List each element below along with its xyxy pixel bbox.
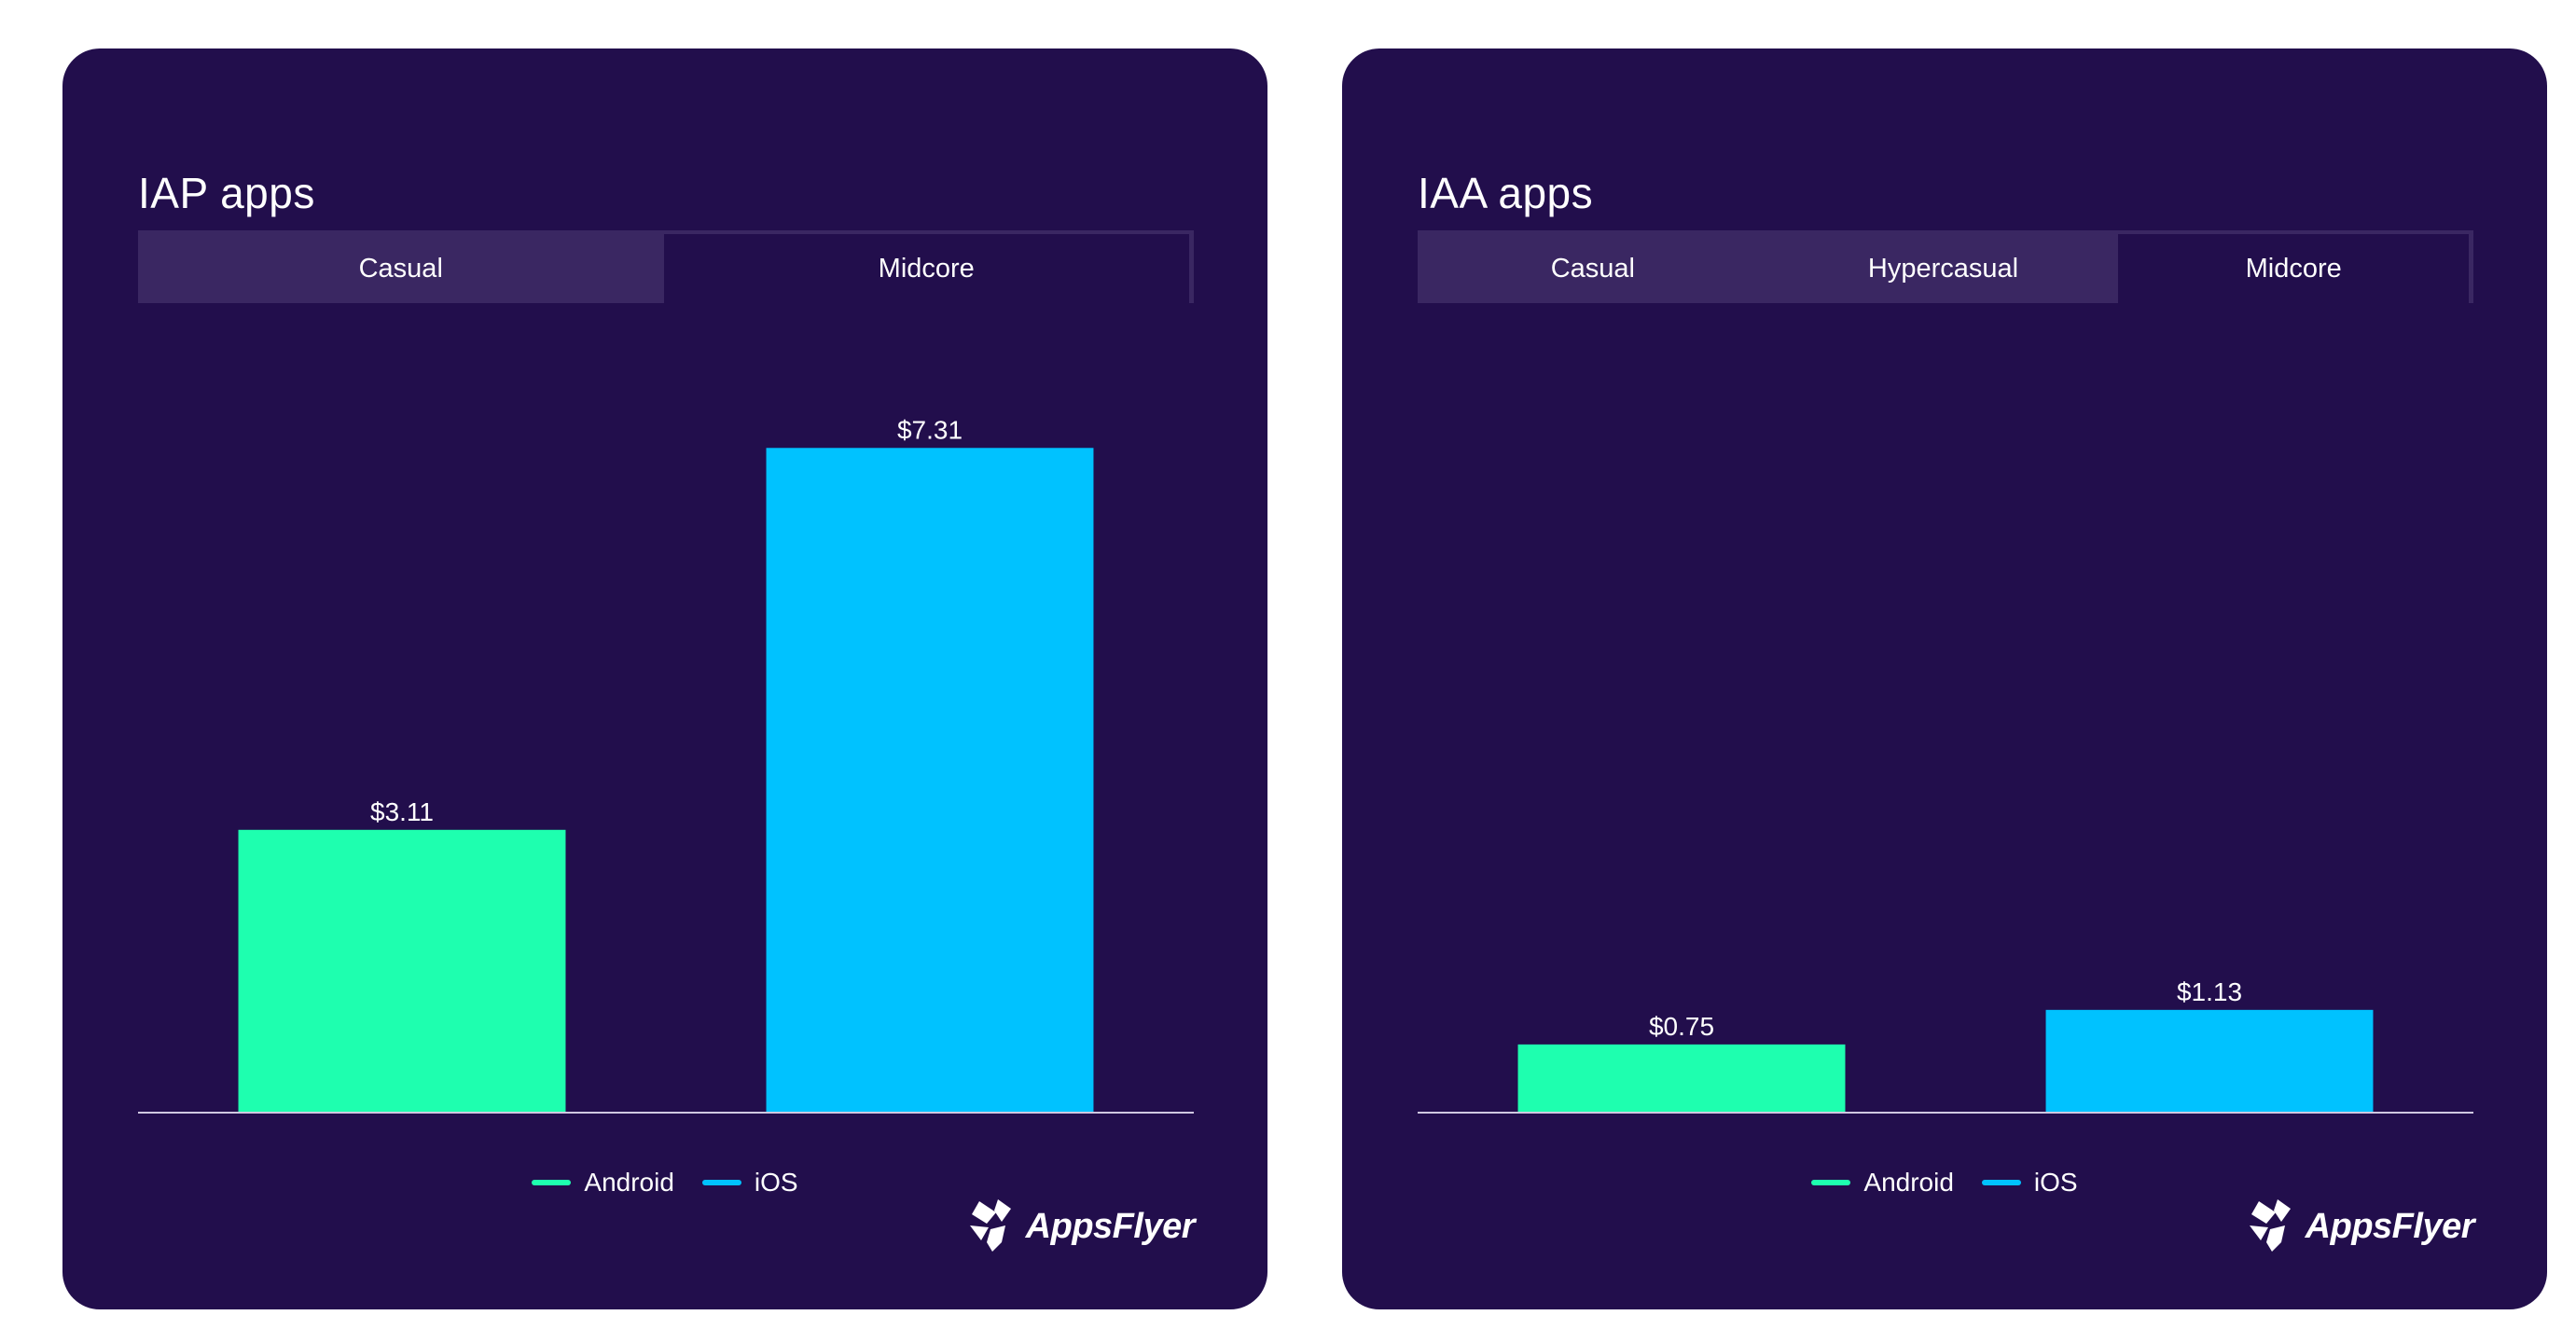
legend-label: Android	[584, 1168, 674, 1197]
bar-ios[interactable]	[2045, 1009, 2374, 1113]
appsflyer-logo: AppsFlyer	[968, 1198, 1196, 1255]
legend-swatch-ios	[701, 1180, 741, 1185]
logo-text: AppsFlyer	[2305, 1206, 2475, 1246]
tab-midcore[interactable]: Midcore	[2118, 234, 2470, 303]
legend-item-android[interactable]: Android	[532, 1168, 674, 1198]
legend-label: Android	[1863, 1168, 1954, 1197]
data-label-ios: $7.31	[897, 415, 963, 444]
segment-tabs: Casual Midcore	[138, 230, 1194, 303]
bar-android[interactable]	[238, 829, 566, 1113]
iap-card: IAP apps Casual Midcore $3.11 $7.31 Andro…	[62, 48, 1267, 1309]
segment-tabs: Casual Hypercasual Midcore	[1418, 230, 2473, 303]
appsflyer-logo-icon	[969, 1199, 1011, 1252]
appsflyer-logo: AppsFlyer	[2248, 1198, 2475, 1255]
legend-label: iOS	[2033, 1168, 2078, 1197]
logo-text: AppsFlyer	[1025, 1206, 1196, 1246]
tab-casual[interactable]: Casual	[1550, 253, 1635, 284]
legend-item-android[interactable]: Android	[1811, 1168, 1954, 1198]
data-label-android: $3.11	[370, 797, 434, 826]
iap-chart-svg: $3.11 $7.31	[138, 415, 1194, 1114]
iaa-bar-chart: $0.75 $1.13	[1418, 356, 2473, 1177]
legend-swatch-android	[1811, 1180, 1851, 1185]
data-label-android: $0.75	[1649, 1012, 1714, 1041]
card-title: IAA apps	[1418, 169, 1594, 217]
legend-label: iOS	[754, 1168, 798, 1197]
tab-hypercasual[interactable]: Hypercasual	[1867, 253, 2019, 284]
card-title: IAP apps	[138, 169, 315, 217]
legend-swatch-android	[532, 1180, 572, 1185]
bar-android[interactable]	[1517, 1044, 1846, 1113]
bar-ios[interactable]	[766, 448, 1094, 1113]
iaa-chart-svg: $0.75 $1.13	[1418, 977, 2473, 1114]
appsflyer-logo-icon	[2249, 1199, 2291, 1252]
legend-swatch-ios	[1981, 1180, 2021, 1185]
iap-bar-chart: $3.11 $7.31	[138, 356, 1194, 1177]
chart-legend: Android iOS	[62, 1168, 1267, 1198]
data-label-ios: $1.13	[2177, 977, 2242, 1006]
legend-item-ios[interactable]: iOS	[701, 1168, 798, 1198]
legend-item-ios[interactable]: iOS	[1981, 1168, 2078, 1198]
chart-legend: Android iOS	[1342, 1168, 2547, 1198]
tab-casual[interactable]: Casual	[358, 253, 443, 284]
iaa-card: IAA apps Casual Hypercasual Midcore $0.7…	[1342, 48, 2547, 1309]
tab-midcore[interactable]: Midcore	[663, 234, 1189, 303]
